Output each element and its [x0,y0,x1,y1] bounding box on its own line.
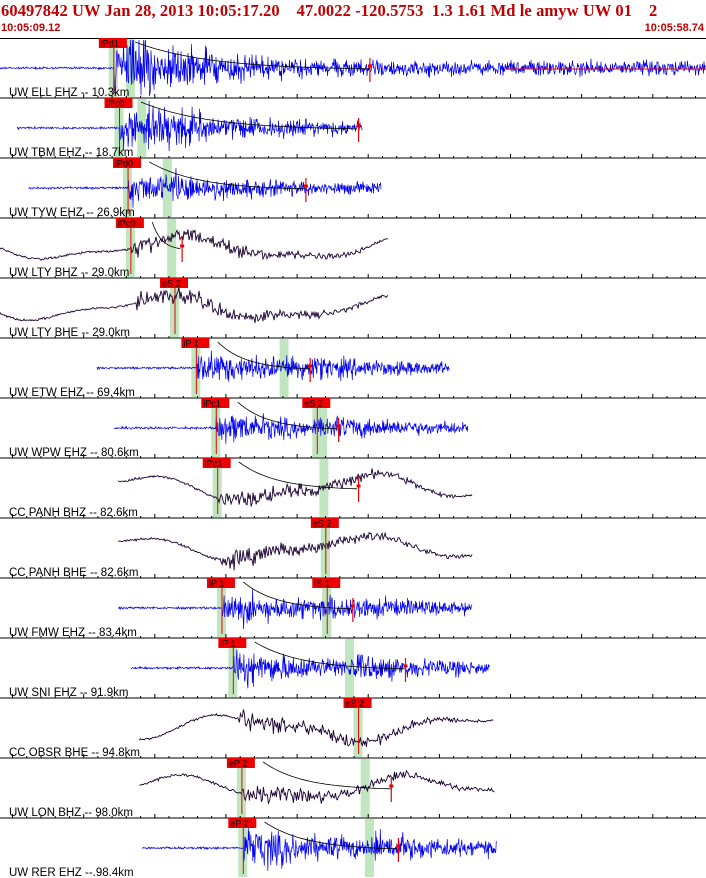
station-label-13: UW RER EHZ --.98.4km [9,867,134,878]
pick-box-5-0 [181,338,210,348]
pick-box-6-1 [302,398,331,408]
pick-label-3-0: iPc0 [118,219,136,229]
pick-label-13-0: eP 2 [230,819,248,829]
pick-box-8-0 [310,518,339,528]
coda-curve-13 [264,821,397,850]
pick-box-4-0 [160,278,189,288]
pick-label-12-0: eP 2 [229,759,247,769]
time-ticks-4 [12,334,696,338]
time-start-label: 10:05:09.12 [1,22,61,34]
station-label-1: UW TBM EHZ -- 18.7km [9,147,133,159]
pick-label-9-1: iS 1 [314,579,330,589]
coda-curve-2 [149,161,306,190]
trace-waveform-10 [130,649,490,689]
pick-window-0 [125,39,135,97]
pick-box-1-0 [104,98,133,108]
coda-curve-12 [262,761,392,790]
pick-box-10-0 [218,638,247,648]
pick-box-11-0 [343,698,372,708]
pick-box-7-0 [202,458,231,468]
time-ticks-12 [12,814,696,818]
station-label-11: CC OBSR BHE -- 94.8km [9,747,140,759]
trace-waveform-9 [117,588,473,630]
trace-waveform-6 [113,413,469,444]
station-label-6: UW WPW EHZ -- 80.6km [9,447,139,459]
pick-label-2-0: iPd0 [115,159,133,169]
pick-label-7-0: iPc1 [205,459,223,469]
trace-waveform-8 [117,531,473,571]
station-label-8: CC PANH BHE -- 82.6km [9,567,139,579]
pick-box-13-0 [228,818,257,828]
time-ticks-0 [12,94,696,98]
pick-label-4-0: eS 2 [162,279,181,289]
station-label-12: UW LON BHZ -- 98.0km [9,807,133,819]
coda-curve-9 [243,581,352,610]
pick-label-11-0: eS 2 [346,699,365,709]
trace-waveform-5 [96,350,450,382]
station-label-7: CC PANH BHZ -- 82.6km [9,507,138,519]
trace-waveform-11 [139,709,494,747]
pick-box-12-0 [226,758,255,768]
coda-curve-5 [217,341,310,370]
coda-curve-3 [151,221,181,249]
pick-label-6-1: eS 2 [304,399,323,409]
pick-label-9-0: iP 1 [209,579,224,589]
trace-waveform-3 [0,229,388,261]
pick-box-9-0 [206,578,235,588]
time-ticks-9 [12,634,696,638]
trace-waveform-13 [141,827,497,871]
coda-curve-0 [135,41,370,70]
trace-waveform-2 [28,168,382,208]
coda-curve-6 [237,401,338,430]
header-bar: 60497842 UW Jan 28, 2013 10:05:17.20 47.… [0,0,706,39]
trace-waveform-0 [0,39,706,97]
coda-curve-10 [254,641,405,670]
pick-label-1-0: iPc0 [107,99,125,109]
pick-box-0-0 [98,38,127,48]
pick-box-3-0 [115,218,144,228]
station-label-3: UW LTY BHZ -- 29.0km [9,267,129,279]
pick-label-6-0: iPc1 [203,399,221,409]
pick-box-9-1 [312,578,341,588]
station-label-9: UW FMW EHZ -- 83.4km [9,627,137,639]
trace-waveform-4 [0,286,389,324]
time-ticks-6 [12,454,696,458]
pick-label-0-0: iPd1 [101,39,119,49]
time-ticks-5 [12,394,696,398]
trace-waveform-7 [117,468,473,507]
coda-curve-7 [238,461,358,490]
pick-label-8-0: eS 2 [313,519,332,529]
time-ticks-11 [12,754,696,758]
pick-window-10 [345,639,355,697]
pick-label-10-0: iP 1 [220,639,235,649]
station-label-4: UW LTY BHE -- 29.0km [9,327,130,339]
time-ticks-7 [12,514,696,518]
event-title: 60497842 UW Jan 28, 2013 10:05:17.20 47.… [1,1,658,20]
pick-box-6-0 [201,398,230,408]
trace-waveform-1 [16,100,363,152]
station-label-10: UW SNI EHZ -- 91.9km [9,687,128,699]
station-label-2: UW TYW EHZ -- 26.9km [9,207,135,219]
coda-curve-1 [140,101,357,130]
pick-window-3 [167,219,177,277]
station-label-5: UW ETW EHZ -- 69.4km [9,387,135,399]
time-end-label: 10:05:58.74 [644,22,704,34]
time-ticks-3 [12,274,696,278]
pick-label-5-0: iP 1 [183,339,198,349]
station-label-0: UW ELL EHZ -- 10.3km [9,87,129,99]
time-ticks-10 [12,694,696,698]
time-ticks-1 [12,154,696,158]
time-ticks-8 [12,574,696,578]
pick-box-2-0 [113,158,142,168]
trace-waveform-12 [139,769,495,805]
time-ticks-2 [12,214,696,218]
